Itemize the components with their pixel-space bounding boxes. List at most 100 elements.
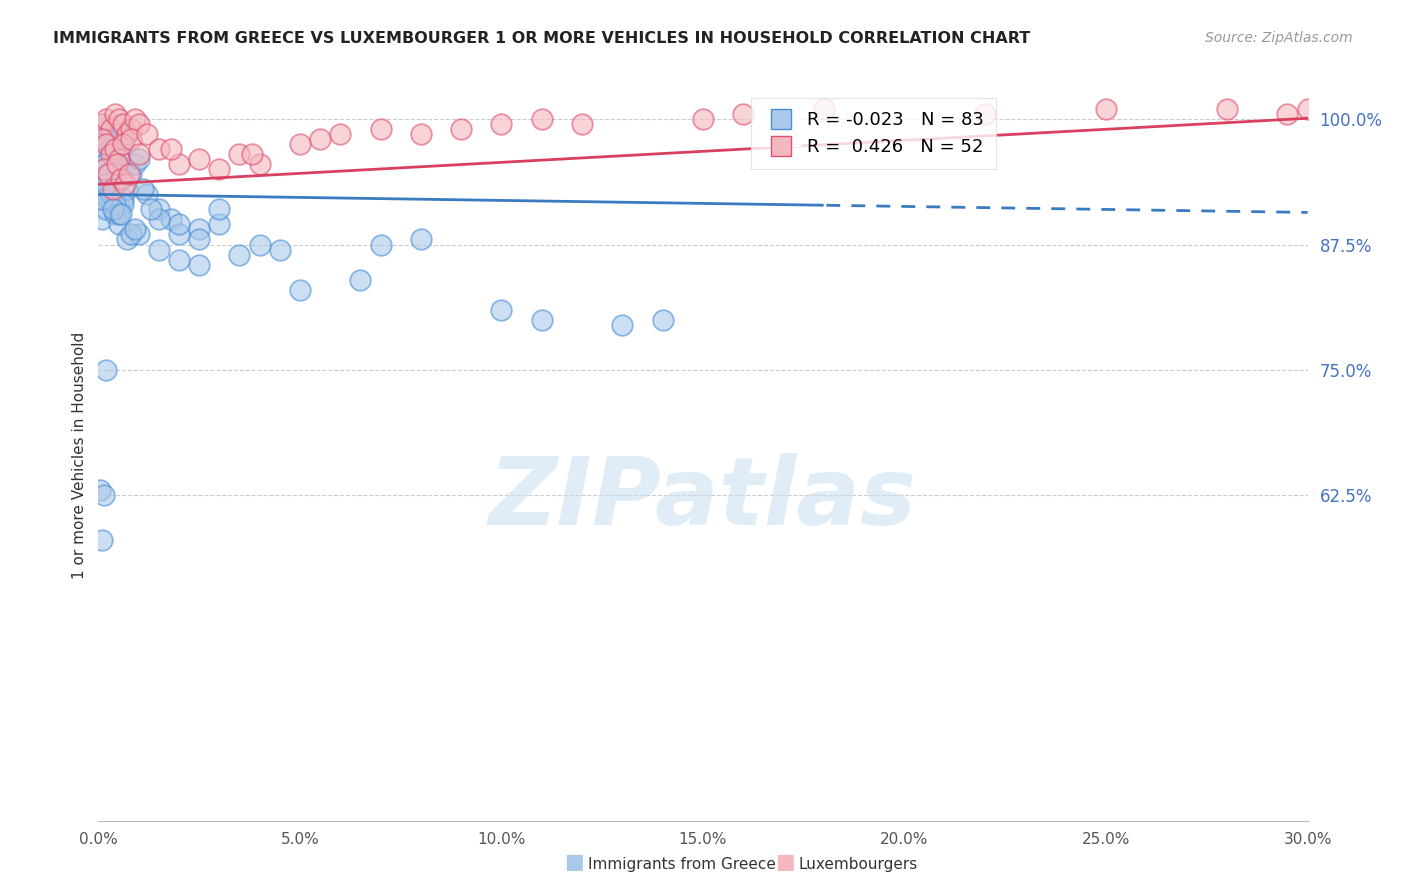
Point: [370, 122, 392, 136]
Point: [148, 202, 170, 217]
Point: [249, 237, 271, 252]
Text: ■: ■: [775, 853, 794, 872]
Point: [167, 218, 190, 232]
Point: [97, 193, 120, 207]
Point: [93, 488, 115, 502]
Point: [1216, 102, 1239, 116]
Point: [124, 112, 146, 127]
Legend: R = -0.023   N = 83, R =  0.426   N = 52: R = -0.023 N = 83, R = 0.426 N = 52: [751, 98, 997, 169]
Point: [128, 153, 150, 167]
Point: [103, 107, 125, 121]
Point: [91, 117, 114, 131]
Point: [91, 212, 114, 227]
Point: [228, 147, 250, 161]
Point: [612, 318, 634, 332]
Text: ZIPatlas: ZIPatlas: [489, 453, 917, 545]
Point: [91, 182, 114, 196]
Point: [118, 167, 141, 181]
Point: [103, 197, 125, 211]
Y-axis label: 1 or more Vehicles in Household: 1 or more Vehicles in Household: [72, 331, 87, 579]
Point: [228, 247, 250, 261]
Point: [96, 202, 118, 217]
Point: [96, 157, 118, 171]
Point: [101, 182, 124, 196]
Point: [96, 363, 118, 377]
Point: [97, 167, 120, 181]
Point: [111, 137, 134, 152]
Text: Luxembourgers: Luxembourgers: [799, 857, 918, 872]
Point: [1277, 107, 1299, 121]
Point: [91, 122, 114, 136]
Point: [120, 227, 142, 242]
Point: [124, 157, 146, 171]
Point: [1296, 102, 1319, 116]
Point: [96, 112, 118, 127]
Point: [115, 128, 138, 142]
Point: [530, 312, 553, 326]
Point: [110, 172, 132, 186]
Point: [105, 157, 128, 171]
Point: [93, 162, 115, 177]
Point: [1095, 102, 1118, 116]
Point: [115, 128, 138, 142]
Point: [120, 167, 142, 181]
Point: [148, 212, 170, 227]
Point: [148, 142, 170, 156]
Point: [167, 252, 190, 267]
Point: [101, 162, 124, 177]
Point: [103, 142, 125, 156]
Point: [100, 142, 122, 156]
Point: [269, 243, 291, 257]
Point: [103, 178, 125, 192]
Point: [148, 243, 170, 257]
Point: [370, 237, 392, 252]
Point: [89, 483, 111, 497]
Point: [91, 117, 114, 131]
Point: [120, 132, 142, 146]
Point: [288, 283, 311, 297]
Point: [100, 122, 122, 136]
Point: [96, 182, 118, 196]
Point: [96, 172, 118, 186]
Point: [188, 258, 211, 272]
Point: [96, 132, 118, 146]
Point: [240, 147, 263, 161]
Point: [160, 212, 183, 227]
Point: [96, 132, 118, 146]
Point: [167, 227, 190, 242]
Text: Immigrants from Greece: Immigrants from Greece: [588, 857, 776, 872]
Point: [188, 232, 211, 246]
Point: [409, 128, 432, 142]
Point: [105, 157, 128, 171]
Point: [120, 122, 142, 136]
Text: IMMIGRANTS FROM GREECE VS LUXEMBOURGER 1 OR MORE VEHICLES IN HOUSEHOLD CORRELATI: IMMIGRANTS FROM GREECE VS LUXEMBOURGER 1…: [53, 31, 1031, 46]
Point: [208, 218, 231, 232]
Point: [288, 137, 311, 152]
Point: [101, 202, 124, 217]
Text: Source: ZipAtlas.com: Source: ZipAtlas.com: [1205, 31, 1353, 45]
Point: [91, 193, 114, 207]
Point: [530, 112, 553, 127]
Point: [135, 128, 157, 142]
Point: [974, 107, 997, 121]
Point: [249, 157, 271, 171]
Point: [651, 312, 673, 326]
Point: [160, 142, 183, 156]
Point: [128, 147, 150, 161]
Point: [107, 153, 129, 167]
Point: [188, 222, 211, 236]
Point: [107, 147, 129, 161]
Point: [111, 137, 134, 152]
Point: [115, 232, 138, 246]
Point: [208, 162, 231, 177]
Point: [124, 222, 146, 236]
Point: [813, 102, 835, 116]
Text: ■: ■: [564, 853, 583, 872]
Point: [93, 157, 115, 171]
Point: [107, 112, 129, 127]
Point: [111, 193, 134, 207]
Point: [91, 172, 114, 186]
Point: [491, 302, 513, 317]
Point: [96, 178, 118, 192]
Point: [329, 128, 352, 142]
